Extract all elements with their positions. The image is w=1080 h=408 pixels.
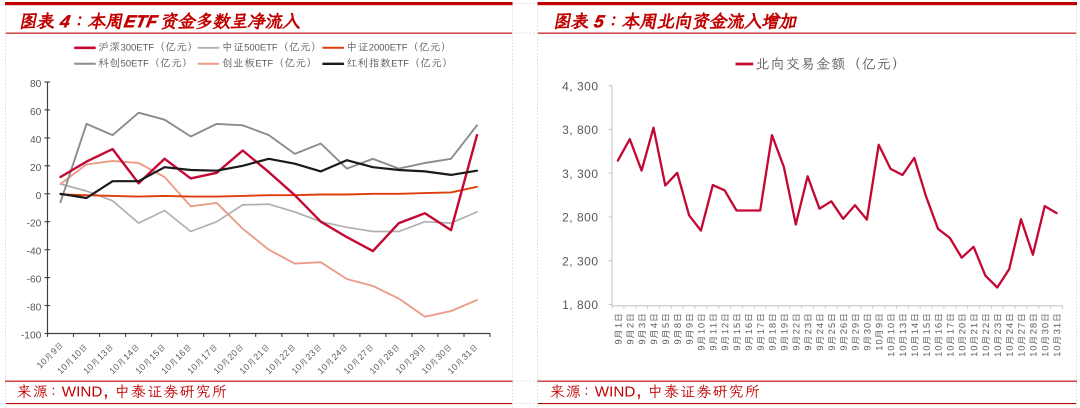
svg-text:3, 800: 3, 800	[562, 123, 598, 137]
svg-text:20: 20	[30, 163, 42, 174]
svg-text:0: 0	[36, 191, 42, 202]
svg-text:2, 300: 2, 300	[562, 254, 598, 268]
svg-text:80: 80	[30, 79, 42, 90]
svg-text:60: 60	[30, 107, 42, 118]
svg-text:-60: -60	[27, 275, 42, 286]
svg-text:3, 300: 3, 300	[562, 167, 598, 181]
svg-text:2, 800: 2, 800	[562, 211, 598, 225]
svg-text:-100: -100	[21, 331, 42, 342]
svg-text:WIND: WIND	[62, 383, 103, 400]
svg-text:-80: -80	[27, 303, 42, 314]
svg-text:WIND: WIND	[595, 383, 636, 400]
svg-text:1, 800: 1, 800	[562, 298, 598, 312]
svg-text:40: 40	[30, 135, 42, 146]
svg-text:-20: -20	[27, 219, 42, 230]
svg-text:4, 300: 4, 300	[562, 79, 598, 93]
svg-text:-40: -40	[27, 247, 42, 258]
